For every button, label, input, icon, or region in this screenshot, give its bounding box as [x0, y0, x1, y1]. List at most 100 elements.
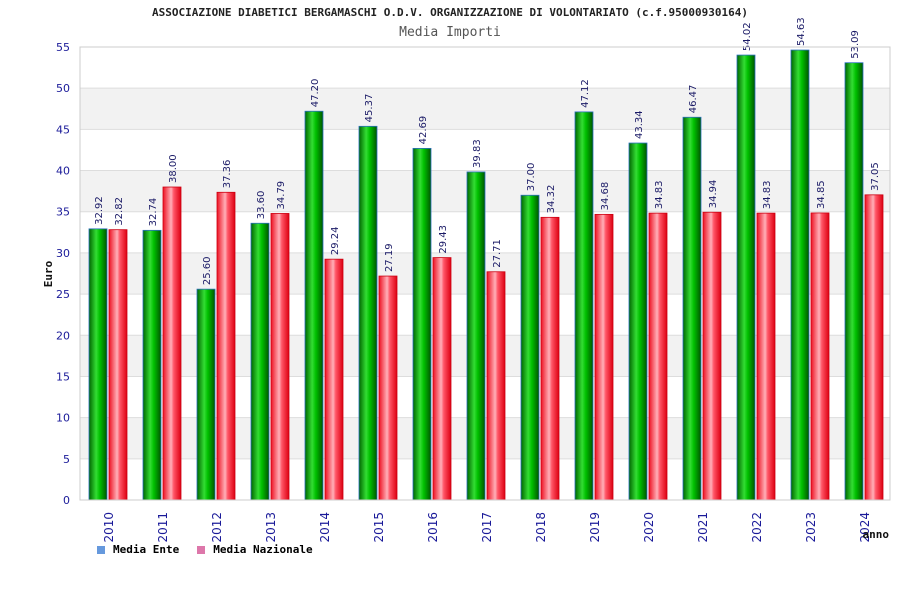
- data-label-media-ente-2016: 42.69: [418, 116, 429, 145]
- x-tick-label-2015: 2015: [372, 512, 386, 543]
- bar-media-ente-2014: [304, 110, 324, 501]
- bar-media-nazionale-2019: [594, 213, 614, 501]
- bar-media-ente-2022: [736, 54, 756, 501]
- bar-media-nazionale-2015: [378, 275, 398, 501]
- x-tick-label-2010: 2010: [102, 512, 116, 543]
- data-label-media-nazionale-2011: 38.00: [168, 154, 179, 183]
- bar-media-ente-2020: [628, 142, 648, 501]
- grid-band: [80, 88, 890, 130]
- x-tick-label-2017: 2017: [480, 512, 494, 543]
- legend-swatch-media-ente: [97, 545, 105, 554]
- legend-label-media-ente: Media Ente: [113, 543, 180, 556]
- bar-media-nazionale-2020: [648, 212, 668, 501]
- data-label-media-nazionale-2018: 34.32: [546, 185, 557, 214]
- legend-swatch-media-nazionale: [197, 545, 206, 554]
- y-tick-label: 40: [56, 165, 70, 178]
- bar-media-ente-2011: [142, 229, 162, 501]
- bar-media-ente-2010: [88, 228, 108, 501]
- bar-media-nazionale-2024: [864, 194, 884, 501]
- bar-media-ente-2021: [682, 116, 702, 501]
- y-tick-label: 5: [63, 453, 70, 466]
- legend-item-media-ente: Media Ente: [97, 543, 179, 556]
- bar-media-ente-2012: [196, 288, 216, 501]
- data-label-media-nazionale-2023: 34.85: [816, 180, 827, 209]
- data-label-media-nazionale-2016: 29.43: [438, 225, 449, 254]
- bar-media-nazionale-2023: [810, 212, 830, 501]
- x-tick-label-2011: 2011: [156, 512, 170, 543]
- data-label-media-ente-2022: 54.02: [742, 22, 753, 51]
- bar-media-ente-2018: [520, 194, 540, 501]
- bar-media-nazionale-2021: [702, 211, 722, 501]
- bar-media-ente-2024: [844, 62, 864, 501]
- data-label-media-nazionale-2013: 34.79: [276, 181, 287, 210]
- grid-band: [80, 47, 890, 89]
- legend-label-media-nazionale: Media Nazionale: [213, 543, 313, 556]
- y-tick-label: 15: [56, 370, 70, 383]
- legend: Media Ente Media Nazionale: [97, 543, 313, 556]
- chart-subtitle: Media Importi: [399, 25, 501, 40]
- x-tick-label-2023: 2023: [804, 512, 818, 543]
- data-label-media-nazionale-2020: 34.83: [654, 180, 665, 209]
- plot-border: [79, 46, 891, 501]
- x-tick-label-2021: 2021: [696, 512, 710, 543]
- data-label-media-ente-2010: 32.92: [94, 196, 105, 225]
- bar-media-nazionale-2016: [432, 257, 452, 501]
- bar-media-ente-2023: [790, 49, 810, 501]
- bar-media-nazionale-2014: [324, 258, 344, 501]
- bar-media-nazionale-2022: [756, 212, 776, 501]
- bar-media-ente-2019: [574, 111, 594, 501]
- data-label-media-ente-2024: 53.09: [850, 30, 861, 59]
- data-label-media-nazionale-2022: 34.83: [762, 180, 773, 209]
- data-label-media-ente-2014: 47.20: [310, 79, 321, 108]
- data-label-media-ente-2017: 39.83: [472, 139, 483, 168]
- x-tick-label-2022: 2022: [750, 512, 764, 543]
- data-label-media-ente-2019: 47.12: [580, 79, 591, 108]
- x-tick-label-2024: 2024: [858, 512, 872, 543]
- bar-media-ente-2015: [358, 125, 378, 501]
- data-label-media-nazionale-2021: 34.94: [708, 180, 719, 209]
- bar-media-nazionale-2018: [540, 216, 560, 501]
- y-tick-label: 20: [56, 329, 70, 342]
- bar-media-ente-2016: [412, 147, 432, 501]
- bar-media-nazionale-2011: [162, 186, 182, 501]
- data-label-media-ente-2023: 54.63: [796, 17, 807, 46]
- bar-media-nazionale-2013: [270, 213, 290, 501]
- data-label-media-ente-2015: 45.37: [364, 94, 375, 123]
- y-tick-label: 50: [56, 82, 70, 95]
- bar-media-nazionale-2012: [216, 191, 236, 501]
- data-label-media-nazionale-2019: 34.68: [600, 182, 611, 211]
- legend-item-media-nazionale: Media Nazionale: [197, 543, 313, 556]
- x-tick-label-2012: 2012: [210, 512, 224, 543]
- y-tick-label: 25: [56, 288, 70, 301]
- x-tick-label-2020: 2020: [642, 512, 656, 543]
- x-tick-label-2019: 2019: [588, 512, 602, 543]
- y-tick-label: 45: [56, 123, 70, 136]
- data-label-media-ente-2021: 46.47: [688, 85, 699, 114]
- data-label-media-nazionale-2012: 37.36: [222, 160, 233, 189]
- y-axis-label: Euro: [42, 260, 55, 287]
- bar-media-nazionale-2017: [486, 271, 506, 501]
- data-label-media-nazionale-2024: 37.05: [870, 162, 881, 191]
- y-tick-label: 55: [56, 41, 70, 54]
- x-tick-label-2013: 2013: [264, 512, 278, 543]
- data-label-media-ente-2011: 32.74: [148, 198, 159, 227]
- data-label-media-ente-2018: 37.00: [526, 163, 537, 192]
- data-label-media-nazionale-2015: 27.19: [384, 243, 395, 272]
- x-axis-label: anno: [863, 528, 890, 541]
- data-label-media-ente-2012: 25.60: [202, 257, 213, 286]
- data-label-media-nazionale-2010: 32.82: [114, 197, 125, 226]
- data-label-media-nazionale-2017: 27.71: [492, 239, 503, 268]
- data-label-media-ente-2020: 43.34: [634, 110, 645, 139]
- y-tick-label: 10: [56, 412, 70, 425]
- grid-band: [80, 129, 890, 171]
- chart-title: ASSOCIAZIONE DIABETICI BERGAMASCHI O.D.V…: [151, 6, 749, 19]
- data-label-media-ente-2013: 33.60: [256, 191, 267, 220]
- x-tick-label-2018: 2018: [534, 512, 548, 543]
- bar-media-ente-2013: [250, 222, 270, 501]
- y-tick-label: 0: [63, 494, 70, 507]
- x-tick-label-2016: 2016: [426, 512, 440, 543]
- data-label-media-nazionale-2014: 29.24: [330, 227, 341, 256]
- y-tick-label: 35: [56, 206, 70, 219]
- y-tick-label: 30: [56, 247, 70, 260]
